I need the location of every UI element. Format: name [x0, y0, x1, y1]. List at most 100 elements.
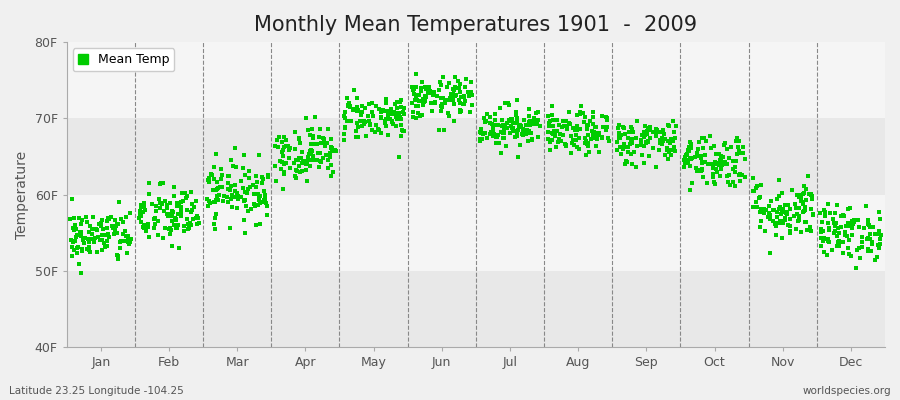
- Point: [184, 222, 198, 228]
- Point: [657, 130, 671, 137]
- Point: [464, 101, 479, 108]
- Point: [392, 110, 407, 116]
- Point: [635, 152, 650, 158]
- Point: [378, 107, 392, 114]
- Point: [662, 123, 677, 130]
- Point: [588, 132, 602, 139]
- Point: [238, 197, 253, 203]
- Point: [697, 135, 711, 141]
- Point: [541, 136, 555, 142]
- Point: [354, 112, 368, 118]
- Point: [159, 202, 174, 209]
- Point: [390, 112, 404, 118]
- Point: [861, 217, 876, 224]
- Point: [626, 149, 641, 156]
- Bar: [67, 42, 885, 118]
- Point: [207, 164, 221, 170]
- Point: [424, 100, 438, 106]
- Point: [586, 120, 600, 127]
- Point: [616, 143, 631, 149]
- Point: [555, 124, 570, 130]
- Point: [652, 136, 667, 143]
- Point: [305, 125, 320, 132]
- Point: [708, 181, 723, 188]
- Point: [122, 238, 137, 245]
- Point: [814, 242, 828, 249]
- Point: [340, 102, 355, 108]
- Point: [134, 213, 148, 219]
- Point: [407, 86, 421, 92]
- Point: [260, 202, 274, 209]
- Point: [698, 152, 712, 158]
- Point: [461, 89, 475, 96]
- Point: [827, 230, 842, 236]
- Point: [855, 234, 869, 240]
- Point: [551, 139, 565, 146]
- Point: [649, 164, 663, 170]
- Point: [526, 121, 541, 127]
- Point: [177, 189, 192, 196]
- Point: [545, 117, 560, 123]
- Point: [775, 190, 789, 196]
- Point: [589, 143, 603, 150]
- Point: [301, 126, 315, 133]
- Point: [305, 132, 320, 139]
- Point: [763, 250, 778, 256]
- Point: [713, 173, 727, 179]
- Point: [366, 113, 381, 119]
- Point: [106, 224, 121, 230]
- Point: [717, 140, 732, 146]
- Point: [311, 134, 326, 140]
- Point: [363, 122, 377, 128]
- Point: [698, 158, 712, 165]
- Point: [680, 151, 694, 157]
- Title: Monthly Mean Temperatures 1901  -  2009: Monthly Mean Temperatures 1901 - 2009: [255, 15, 698, 35]
- Point: [427, 89, 441, 96]
- Point: [221, 173, 236, 180]
- Point: [621, 144, 635, 150]
- Point: [358, 104, 373, 111]
- Point: [564, 140, 579, 146]
- Point: [703, 144, 717, 151]
- Bar: [67, 271, 885, 347]
- Point: [212, 183, 227, 190]
- Point: [133, 212, 148, 219]
- Point: [520, 127, 535, 133]
- Point: [589, 124, 603, 130]
- Point: [667, 129, 681, 136]
- Point: [278, 160, 293, 166]
- Point: [192, 220, 206, 226]
- Point: [314, 140, 328, 146]
- Point: [779, 209, 794, 215]
- Point: [202, 198, 216, 204]
- Point: [554, 137, 568, 144]
- Point: [338, 131, 352, 137]
- Point: [489, 140, 503, 146]
- Point: [180, 193, 194, 200]
- Point: [95, 237, 110, 244]
- Point: [662, 140, 677, 146]
- Point: [251, 190, 266, 197]
- Point: [326, 169, 340, 175]
- Point: [814, 234, 829, 241]
- Point: [419, 94, 434, 100]
- Point: [638, 122, 652, 129]
- Point: [202, 174, 217, 181]
- Point: [682, 186, 697, 193]
- Point: [562, 108, 576, 115]
- Point: [122, 241, 137, 248]
- Point: [634, 136, 648, 143]
- Point: [814, 226, 829, 232]
- Point: [452, 85, 466, 91]
- Point: [636, 132, 651, 138]
- Point: [801, 173, 815, 180]
- Point: [153, 205, 167, 211]
- Point: [316, 154, 330, 161]
- Point: [684, 141, 698, 147]
- Point: [176, 198, 190, 204]
- Point: [291, 157, 305, 164]
- Point: [416, 102, 430, 108]
- Point: [715, 162, 729, 168]
- Point: [776, 206, 790, 212]
- Point: [89, 227, 104, 234]
